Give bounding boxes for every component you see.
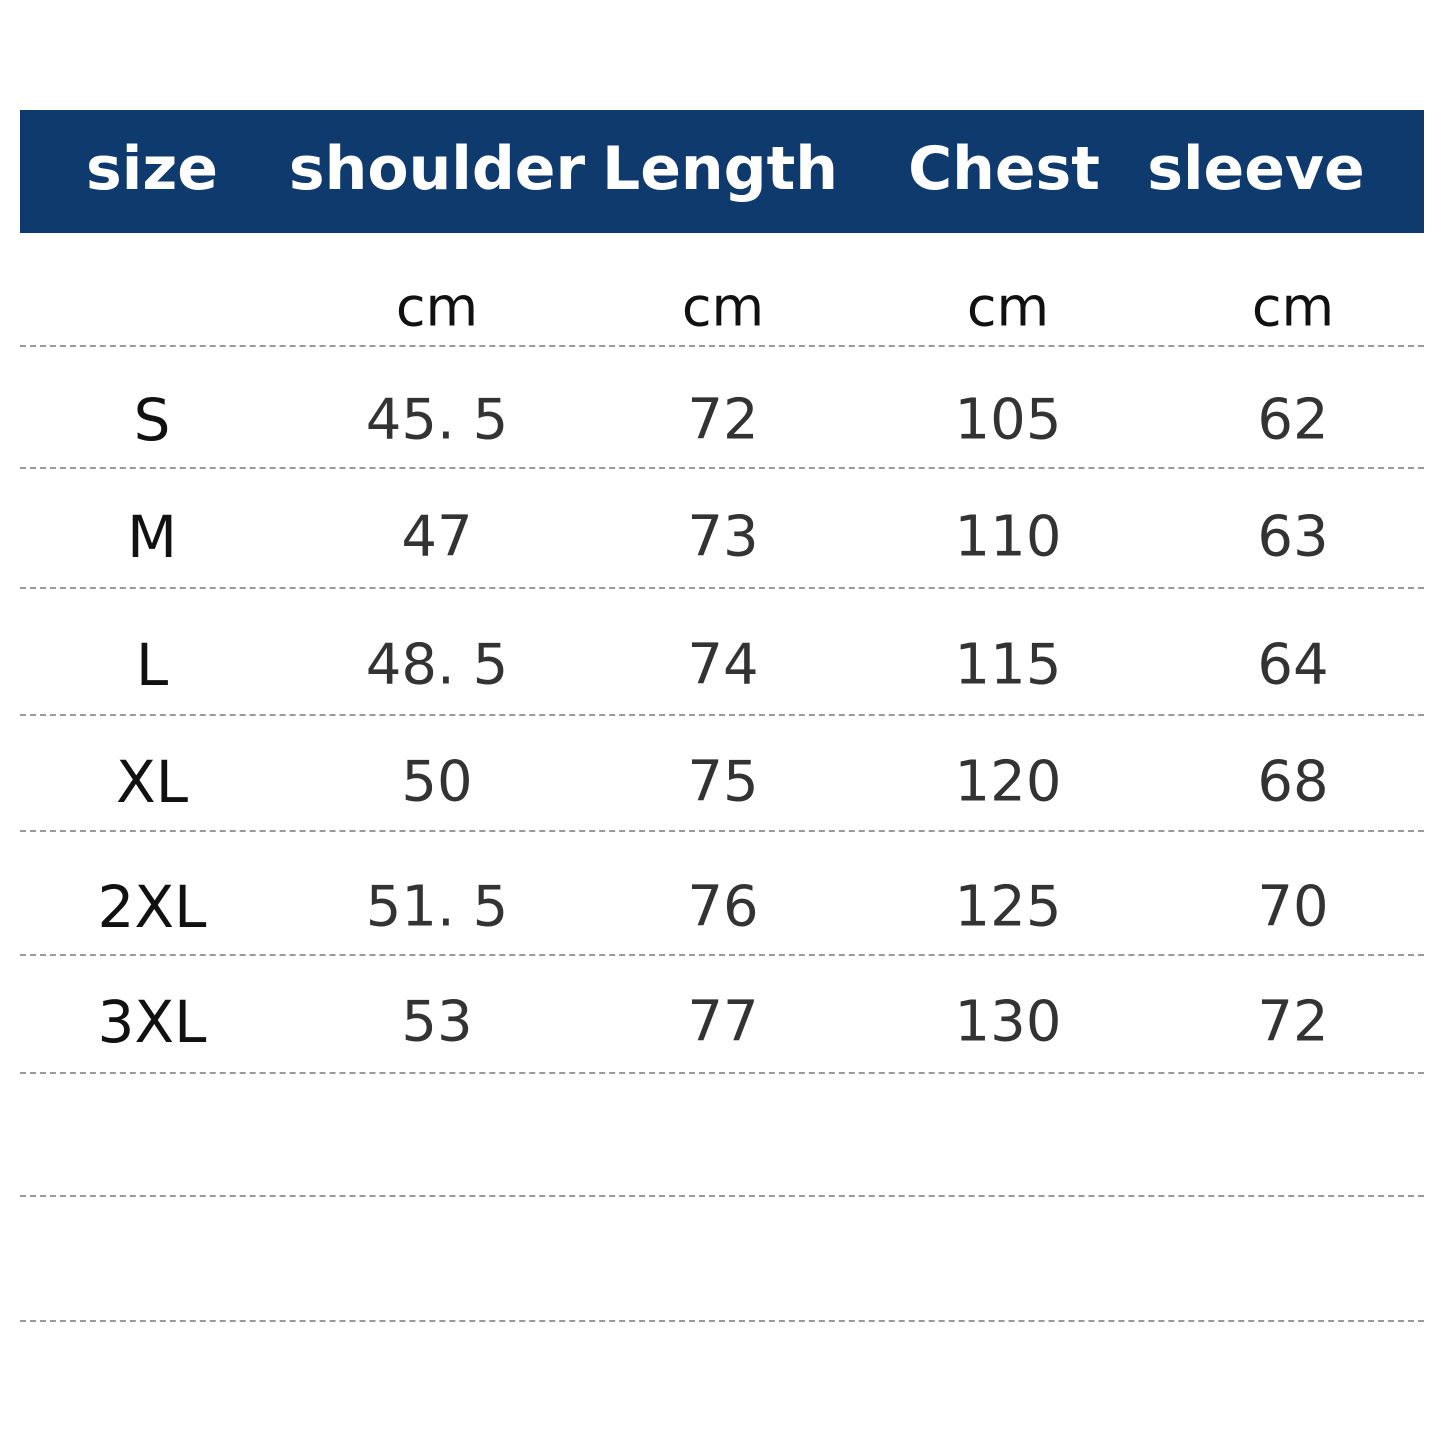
row-divider	[20, 1195, 1424, 1197]
unit-shoulder: cm	[395, 275, 479, 339]
cell-length: 74	[687, 632, 759, 698]
cell-shoulder: 53	[401, 989, 473, 1055]
cell-length: 76	[687, 874, 759, 940]
row-divider	[20, 714, 1424, 716]
table-header: size shoulder Length Chest sleeve	[20, 110, 1424, 233]
header-chest: Chest	[908, 134, 1100, 204]
cell-sleeve: 64	[1257, 632, 1329, 698]
cell-sleeve: 62	[1257, 387, 1329, 453]
row-divider	[20, 830, 1424, 832]
row-divider	[20, 345, 1424, 347]
row-divider	[20, 1320, 1424, 1322]
cell-shoulder: 50	[401, 749, 473, 815]
cell-size: L	[135, 631, 169, 699]
cell-size: 3XL	[97, 988, 207, 1056]
header-size: size	[86, 134, 218, 204]
cell-chest: 125	[954, 874, 1062, 940]
unit-length: cm	[681, 275, 765, 339]
cell-shoulder: 48. 5	[365, 632, 509, 698]
header-shoulder: shoulder	[288, 134, 586, 204]
cell-sleeve: 72	[1257, 989, 1329, 1055]
cell-size: XL	[115, 748, 189, 816]
cell-sleeve: 68	[1257, 749, 1329, 815]
cell-size: M	[126, 503, 178, 571]
row-divider	[20, 1072, 1424, 1074]
cell-shoulder: 45. 5	[365, 387, 509, 453]
unit-chest: cm	[966, 275, 1050, 339]
cell-chest: 130	[954, 989, 1062, 1055]
cell-sleeve: 70	[1257, 874, 1329, 940]
cell-size: S	[133, 386, 171, 454]
cell-length: 73	[687, 504, 759, 570]
cell-length: 77	[687, 989, 759, 1055]
row-divider	[20, 954, 1424, 956]
cell-shoulder: 47	[401, 504, 473, 570]
cell-sleeve: 63	[1257, 504, 1329, 570]
row-divider	[20, 467, 1424, 469]
cell-length: 72	[687, 387, 759, 453]
row-divider	[20, 587, 1424, 589]
cell-chest: 105	[954, 387, 1062, 453]
cell-length: 75	[687, 749, 759, 815]
cell-chest: 110	[954, 504, 1062, 570]
header-length: Length	[602, 134, 838, 204]
cell-size: 2XL	[97, 873, 207, 941]
header-sleeve: sleeve	[1147, 134, 1365, 204]
cell-chest: 120	[954, 749, 1062, 815]
unit-sleeve: cm	[1251, 275, 1335, 339]
cell-chest: 115	[954, 632, 1062, 698]
cell-shoulder: 51. 5	[365, 874, 509, 940]
